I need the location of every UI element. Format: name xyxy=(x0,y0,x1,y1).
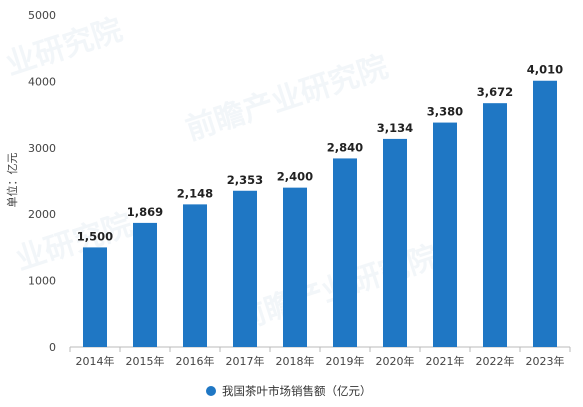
x-tick-label: 2016年 xyxy=(176,354,215,368)
x-tick-label: 2019年 xyxy=(326,354,365,368)
x-tick-label: 2023年 xyxy=(526,354,565,368)
x-tick-label: 2015年 xyxy=(126,354,165,368)
data-label: 1,869 xyxy=(127,205,163,219)
bar xyxy=(83,247,107,347)
y-tick-label: 0 xyxy=(49,341,56,354)
y-tick-label: 5000 xyxy=(28,9,56,22)
legend-marker xyxy=(206,386,216,396)
bar xyxy=(433,122,457,348)
data-label: 3,380 xyxy=(427,105,463,119)
x-tick-label: 2014年 xyxy=(76,354,115,368)
data-label: 3,134 xyxy=(377,121,413,135)
y-tick-label: 2000 xyxy=(28,208,56,221)
y-axis-title: 单位：亿元 xyxy=(5,153,19,208)
y-axis: 0 1000 2000 3000 4000 5000 xyxy=(28,9,56,354)
bar xyxy=(383,138,407,347)
bar xyxy=(133,222,157,347)
x-tick-label: 2021年 xyxy=(426,354,465,368)
bar xyxy=(283,187,307,347)
data-label: 1,500 xyxy=(77,229,113,243)
y-tick-label: 1000 xyxy=(28,275,56,288)
x-tick-label: 2017年 xyxy=(226,354,265,368)
x-axis: 2014年 2015年 2016年 2017年 2018年 2019年 2020年 2021年… xyxy=(69,347,571,368)
bar xyxy=(183,204,207,347)
svg-text:前瞻产业研究院: 前瞻产业研究院 xyxy=(182,49,393,147)
legend: 我国茶叶市场销售额（亿元） xyxy=(206,384,372,398)
x-tick-label: 2020年 xyxy=(376,354,415,368)
y-tick-label: 3000 xyxy=(28,142,56,155)
bar xyxy=(483,103,507,347)
data-label: 4,010 xyxy=(527,63,563,77)
data-labels: 1,500 1,869 2,148 2,353 2,400 2,840 3,134 3,380… xyxy=(77,63,563,244)
legend-label: 我国茶叶市场销售额（亿元） xyxy=(222,384,372,398)
watermark-logo: 业研究院 前瞻产业研究院 业研究院 前瞻产业研究院 xyxy=(2,12,443,337)
svg-text:业研究院: 业研究院 xyxy=(2,12,127,82)
x-tick-label: 2018年 xyxy=(276,354,315,368)
data-label: 2,353 xyxy=(227,173,263,187)
data-label: 2,148 xyxy=(177,186,213,200)
data-label: 3,672 xyxy=(477,85,513,99)
data-label: 2,400 xyxy=(277,170,313,184)
x-tick-label: 2022年 xyxy=(476,354,515,368)
bar xyxy=(233,190,257,347)
bar xyxy=(333,158,357,347)
bar-series xyxy=(83,80,557,348)
bar xyxy=(533,80,557,348)
y-tick-label: 4000 xyxy=(28,75,56,88)
data-label: 2,840 xyxy=(327,140,363,154)
